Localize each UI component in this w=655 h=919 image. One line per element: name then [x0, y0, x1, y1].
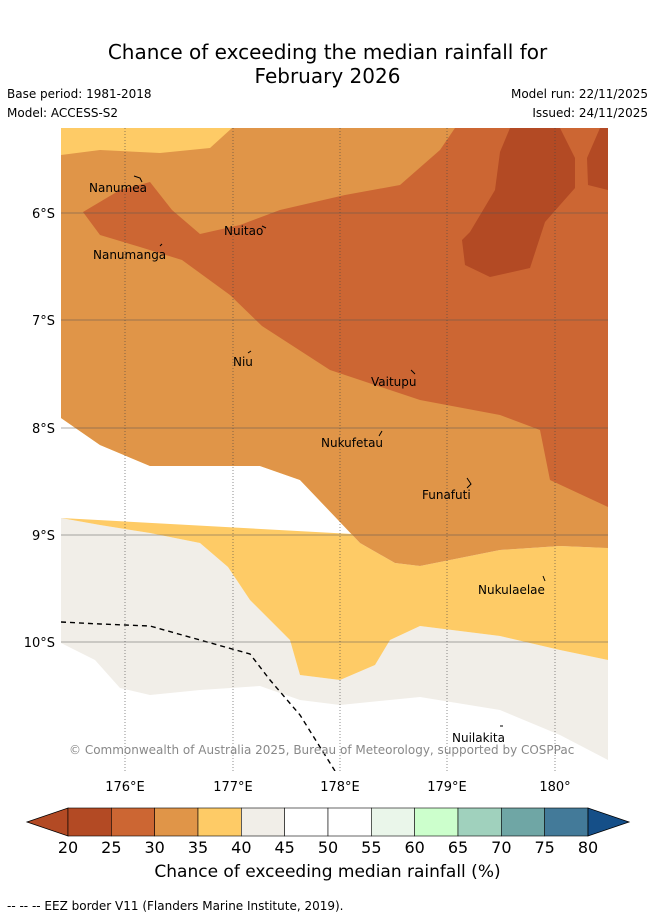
colorbar-cell	[327, 807, 372, 837]
colorbar-tick-label: 30	[144, 838, 164, 857]
island-nanumanga	[159, 243, 163, 247]
longitude-gridlines	[124, 128, 556, 771]
island-funafuti	[466, 477, 472, 489]
place-label: Nukufetau	[321, 436, 383, 450]
lat-label: 9°S	[32, 529, 55, 544]
base-period: Base period: 1981-2018	[7, 87, 152, 101]
colorbar-tick-label: 40	[231, 838, 251, 857]
colorbar-cell	[457, 807, 502, 837]
island-nukufetau	[378, 430, 383, 437]
eez-legend: -- -- -- EEZ border V11 (Flanders Marine…	[7, 899, 344, 913]
place-label: Nuilakita	[452, 731, 505, 745]
map-title: Chance of exceeding the median rainfall …	[0, 40, 655, 88]
place-label: Nukulaelae	[478, 583, 545, 597]
place-label: Nanumanga	[93, 248, 166, 262]
lat-label: 7°S	[32, 314, 55, 329]
colorbar-tick-label: 75	[534, 838, 554, 857]
lon-label: 177°E	[213, 780, 253, 795]
island-nukulaelae	[542, 575, 546, 582]
model-run: Model run: 22/11/2025	[510, 87, 648, 101]
lon-label: 176°E	[105, 780, 145, 795]
place-label: Nuitao	[224, 224, 263, 238]
colorbar-cell	[241, 807, 285, 837]
lon-label: 178°E	[320, 780, 360, 795]
colorbar-cell	[414, 807, 459, 837]
region-20-25	[462, 128, 608, 277]
colorbar-tick-label: 70	[491, 838, 511, 857]
island-nanumea	[133, 175, 143, 183]
colorbar-extend-low	[25, 807, 69, 837]
rainfall-map: Nanumea Nuitao Nanumanga Niu Vaitupu Nuk…	[24, 128, 608, 795]
colorbar-cell	[544, 807, 589, 837]
colorbar-tick-label: 65	[448, 838, 468, 857]
place-label: Vaitupu	[371, 375, 417, 389]
colorbar-tick-label: 60	[404, 838, 424, 857]
colorbar-tick-label: 20	[58, 838, 78, 857]
colorbar-tick-label: 80	[578, 838, 598, 857]
copyright-notice: © Commonwealth of Australia 2025, Bureau…	[69, 743, 574, 757]
lat-label: 6°S	[32, 207, 55, 222]
lat-label: 8°S	[32, 422, 55, 437]
colorbar-tick-label: 45	[274, 838, 294, 857]
colorbar-tick-label: 55	[361, 838, 381, 857]
island-vaitupu	[410, 369, 416, 375]
colorbar-extend-high	[587, 807, 631, 837]
title-line-2: February 2026	[254, 64, 401, 88]
colorbar-cell	[67, 807, 112, 837]
place-label: Nanumea	[89, 181, 147, 195]
title-line-1: Chance of exceeding the median rainfall …	[107, 40, 548, 64]
colorbar-tick-label: 35	[188, 838, 208, 857]
colorbar-cell	[284, 807, 329, 837]
model-name: Model: ACCESS-S2	[7, 106, 119, 120]
issued-date: Issued: 24/11/2025	[532, 106, 648, 120]
colorbar-label: Chance of exceeding median rainfall (%)	[154, 862, 501, 882]
lat-label: 10°S	[24, 636, 55, 651]
colorbar-cell	[197, 807, 242, 837]
place-label: Funafuti	[422, 488, 471, 502]
colorbar: 20 25 30 35 40 45 50 55 60 65 70 75 80	[25, 807, 631, 857]
lon-label: 180°	[539, 780, 570, 795]
eez-border	[61, 621, 336, 771]
region-40-45	[61, 518, 608, 760]
lon-label: 179°E	[427, 780, 467, 795]
colorbar-cell	[501, 807, 545, 837]
colorbar-tick-label: 25	[101, 838, 121, 857]
latitude-gridlines	[61, 212, 608, 643]
island-niu	[247, 350, 252, 354]
colorbar-tick-label: 50	[318, 838, 338, 857]
colorbar-cell	[154, 807, 199, 837]
place-label: Niu	[233, 355, 253, 369]
colorbar-cell	[371, 807, 415, 837]
island-nuitao	[261, 225, 267, 229]
colorbar-cell	[111, 807, 155, 837]
